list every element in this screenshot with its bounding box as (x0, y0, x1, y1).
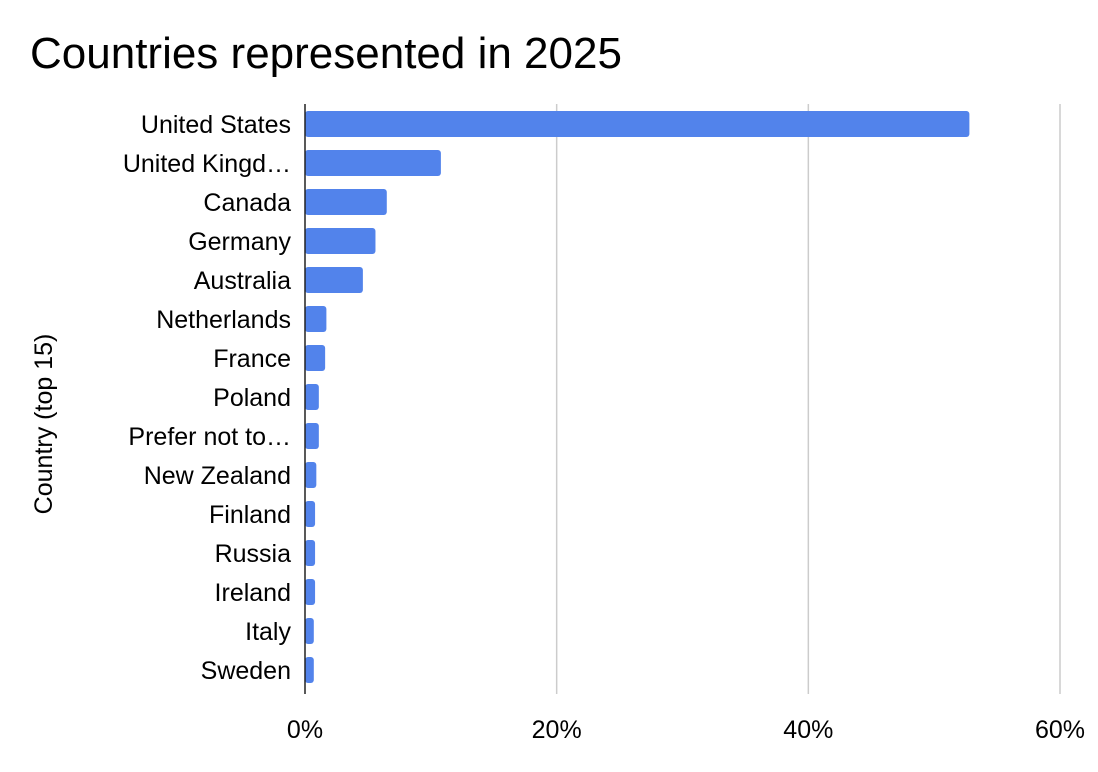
category-label: Germany (188, 228, 291, 256)
category-label: Sweden (201, 657, 291, 685)
category-label: Canada (203, 189, 291, 217)
bar (305, 228, 376, 254)
bar (305, 150, 441, 176)
category-labels: United States United Kingd… Canada Germany A… (123, 111, 292, 685)
bar (305, 306, 327, 332)
bar (305, 579, 316, 605)
bar (305, 345, 326, 371)
x-tick-label: 40% (783, 716, 833, 744)
bar (305, 384, 319, 410)
bar (305, 423, 319, 449)
chart-title: Countries represented in 2025 (30, 29, 622, 78)
bar (305, 618, 314, 644)
category-label: Italy (245, 618, 291, 646)
category-label: Australia (194, 267, 291, 295)
category-label: United States (141, 111, 291, 139)
category-label: United Kingd… (123, 150, 291, 178)
x-tick-labels: 0% 20% 40% 60% (287, 716, 1085, 744)
category-label: France (213, 345, 291, 373)
category-label: Prefer not to… (128, 423, 291, 451)
bars (305, 111, 970, 683)
category-label: Poland (213, 384, 291, 412)
bar (305, 501, 316, 527)
x-tick-label: 0% (287, 716, 323, 744)
x-tick-label: 60% (1035, 716, 1085, 744)
bar (305, 540, 316, 566)
bar (305, 111, 970, 137)
y-axis-title: Country (top 15) (30, 334, 58, 515)
category-label: Ireland (215, 579, 291, 607)
x-tick-label: 20% (532, 716, 582, 744)
category-label: Russia (215, 540, 292, 568)
bar (305, 462, 317, 488)
bar (305, 657, 314, 683)
gridlines (555, 104, 1061, 694)
category-label: Finland (209, 501, 291, 529)
bar (305, 267, 363, 293)
category-label: New Zealand (144, 462, 291, 490)
bar (305, 189, 387, 215)
category-label: Netherlands (156, 306, 291, 334)
